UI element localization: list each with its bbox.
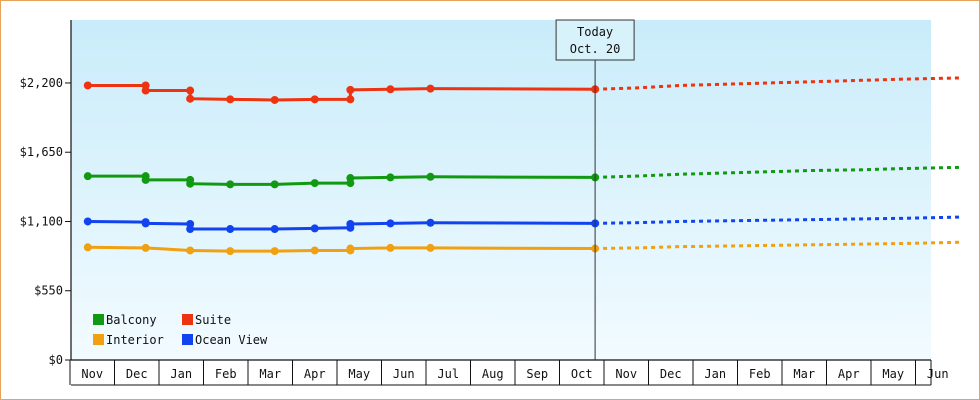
legend-label-balcony: Balcony: [106, 313, 157, 327]
interior-point: [226, 247, 235, 256]
balcony-point: [226, 180, 235, 189]
ocean-view-point: [386, 219, 395, 228]
legend-swatch-ocean-view: [182, 334, 193, 345]
interior-point: [270, 247, 279, 256]
suite-point: [186, 86, 195, 95]
legend-swatch-balcony: [93, 314, 104, 325]
ocean-view-point: [186, 225, 195, 234]
interior-point: [310, 246, 319, 255]
today-label: Today: [577, 25, 613, 39]
x-tick-label: Aug: [482, 367, 504, 381]
y-tick-label: $1,650: [20, 145, 63, 159]
x-tick-label: Jan: [170, 367, 192, 381]
balcony-point: [426, 172, 435, 181]
x-tick-label: Apr: [838, 367, 860, 381]
suite-point: [141, 86, 150, 95]
suite-point: [226, 95, 235, 104]
interior-point: [346, 244, 355, 253]
x-tick-label: Feb: [215, 367, 237, 381]
y-tick-label: $0: [49, 353, 63, 367]
ocean-view-point: [346, 220, 355, 228]
ocean-view-point: [426, 218, 435, 227]
ocean-view-point: [226, 225, 235, 234]
legend: Balcony Suite Interior Ocean View: [93, 313, 268, 347]
x-tick-label: Jun: [393, 367, 415, 381]
ocean-view-point: [310, 224, 319, 233]
suite-point: [346, 85, 355, 94]
x-tick-label: May: [882, 367, 904, 381]
suite-point: [346, 95, 355, 104]
today-date: Oct. 20: [570, 42, 621, 56]
x-tick-label: Nov: [615, 367, 637, 381]
suite-point: [426, 84, 435, 93]
x-tick-label: Nov: [81, 367, 103, 381]
x-tick-label: Dec: [126, 367, 148, 381]
suite-point: [186, 94, 195, 103]
x-tick-label: Sep: [526, 367, 548, 381]
suite-point: [270, 95, 279, 104]
ocean-view-point: [83, 217, 92, 226]
ocean-view-point: [141, 219, 150, 228]
x-tick-label: Dec: [660, 367, 682, 381]
balcony-point: [346, 174, 355, 183]
suite-point: [386, 85, 395, 94]
suite-point: [83, 81, 92, 90]
legend-swatch-suite: [182, 314, 193, 325]
legend-swatch-interior: [93, 334, 104, 345]
x-tick-label: Mar: [259, 367, 281, 381]
y-tick-label: $550: [34, 284, 63, 298]
today-box: [555, 19, 635, 61]
balcony-point: [386, 173, 395, 182]
y-tick-label: $1,100: [20, 214, 63, 228]
x-tick-label: Jun: [927, 367, 949, 381]
x-tick-label: Mar: [793, 367, 815, 381]
balcony-point: [186, 179, 195, 188]
x-tick-label: Jan: [704, 367, 726, 381]
y-axis: $0 $550 $1,100 $1,650 $2,200: [20, 20, 72, 367]
x-tick-label: Apr: [304, 367, 326, 381]
balcony-point: [270, 180, 279, 189]
suite-point: [310, 95, 319, 104]
x-axis: Nov Dec Jan Feb Mar Apr May Jun Jul Aug Sep Oct Nov D…: [69, 359, 949, 386]
today-marker: Today Oct. 20: [555, 19, 635, 360]
legend-label-ocean-view: Ocean View: [195, 333, 268, 347]
balcony-point: [310, 179, 319, 188]
legend-label-interior: Interior: [106, 333, 164, 347]
plot-area: [71, 20, 931, 360]
balcony-point: [83, 172, 92, 181]
balcony-point: [141, 175, 150, 184]
interior-point: [426, 243, 435, 252]
interior-point: [386, 243, 395, 252]
x-tick-label: Feb: [749, 367, 771, 381]
y-tick-label: $2,200: [20, 76, 63, 90]
interior-point: [186, 246, 195, 255]
interior-point: [83, 243, 92, 252]
x-tick-label: Jul: [437, 367, 459, 381]
legend-label-suite: Suite: [195, 313, 231, 327]
ocean-view-point: [270, 225, 279, 234]
x-tick-label: Oct: [571, 367, 593, 381]
interior-point: [141, 243, 150, 252]
x-tick-label: May: [348, 367, 370, 381]
